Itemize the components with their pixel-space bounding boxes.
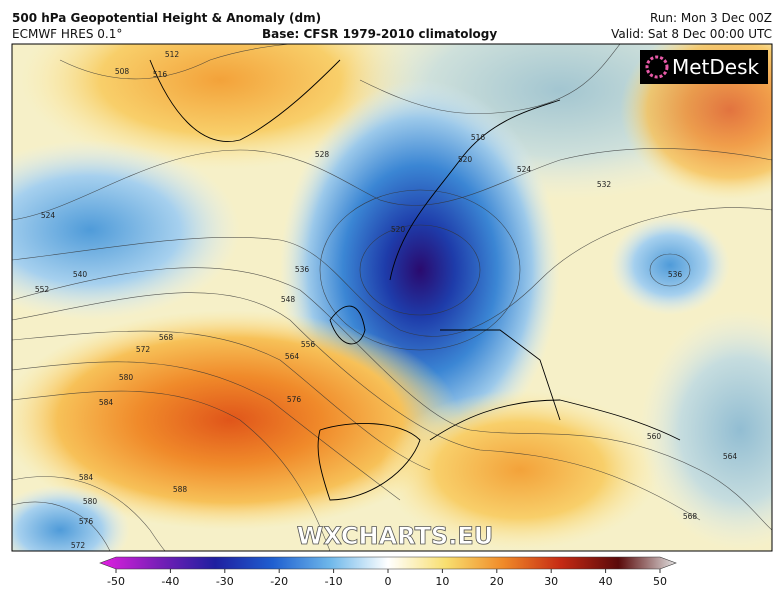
- anomaly-field: [12, 140, 240, 320]
- contour-label: 572: [136, 345, 151, 354]
- model-name: ECMWF HRES 0.1°: [12, 27, 122, 41]
- contour-label: 584: [99, 398, 114, 407]
- colorbar-tick-label: -30: [216, 575, 234, 588]
- contour-label: 560: [647, 432, 662, 441]
- anomaly-field: [12, 485, 130, 551]
- contour-label: 588: [173, 485, 188, 494]
- anomaly-field: [380, 390, 660, 550]
- colorbar-tick-label: 20: [490, 575, 504, 588]
- contour-label: 576: [79, 517, 94, 526]
- contour-label: 572: [71, 541, 86, 550]
- colorbar-tick-label: 40: [599, 575, 613, 588]
- map-frame: [11, 43, 773, 552]
- contour-label: 520: [391, 225, 406, 234]
- contour-label: 540: [73, 270, 88, 279]
- anomaly-field: [610, 215, 730, 315]
- run-time: Run: Mon 3 Dec 00Z: [650, 11, 772, 25]
- contour-label: 536: [295, 265, 310, 274]
- colorbar: [99, 556, 677, 570]
- logo-box: [640, 50, 768, 84]
- contour-label: 556: [301, 340, 316, 349]
- base-note: Base: CFSR 1979-2010 climatology: [262, 27, 497, 41]
- colorbar-tick-label: 30: [544, 575, 558, 588]
- colorbar-tick-label: 50: [653, 575, 667, 588]
- contour-label: 524: [41, 211, 56, 220]
- contour-label: 580: [119, 373, 134, 382]
- contour-label: 508: [115, 67, 130, 76]
- contour-label: 512: [165, 50, 180, 59]
- contour-label: 516: [153, 70, 168, 79]
- contour-label: 520: [458, 155, 473, 164]
- valid-time: Valid: Sat 8 Dec 00:00 UTC: [611, 27, 772, 41]
- contour-label: 564: [723, 452, 738, 461]
- map: [12, 44, 772, 551]
- contour-label: 516: [471, 133, 486, 142]
- colorbar-tick-label: -40: [161, 575, 179, 588]
- anomaly-field: [640, 310, 772, 550]
- colorbar-tick-label: 0: [385, 575, 392, 588]
- colorbar-tick-label: -50: [107, 575, 125, 588]
- contour-label: 580: [83, 497, 98, 506]
- contour-label: 528: [315, 150, 330, 159]
- contours: [12, 44, 772, 551]
- colorbar-tick-label: -10: [325, 575, 343, 588]
- colorbar-tick-label: -20: [270, 575, 288, 588]
- contour-label: 568: [683, 512, 698, 521]
- contour-label: 536: [668, 270, 683, 279]
- contour-label: 568: [159, 333, 174, 342]
- contour-label: 552: [35, 285, 50, 294]
- contour-label: 548: [281, 295, 296, 304]
- contour-label: 524: [517, 165, 532, 174]
- contour-label: 532: [597, 180, 612, 189]
- contour-label: 584: [79, 473, 94, 482]
- anomaly-field: [12, 310, 460, 530]
- logo-text: MetDesk: [672, 55, 760, 79]
- contour-label: 564: [285, 352, 300, 361]
- watermark: WXCHARTS.EU: [297, 522, 493, 550]
- coastlines: [149, 59, 681, 501]
- contour-labels: 512 508 516 524 528 520 516 520 524 532 536 540 552 5…: [35, 50, 738, 550]
- contour-label: 576: [287, 395, 302, 404]
- logo-icon: [645, 55, 669, 79]
- colorbar-tick-label: 10: [435, 575, 449, 588]
- map-title: 500 hPa Geopotential Height & Anomaly (d…: [12, 11, 321, 25]
- colorbar-ticks: -50 -40 -30 -20 -10 0 10 20 30 40 50: [107, 569, 667, 588]
